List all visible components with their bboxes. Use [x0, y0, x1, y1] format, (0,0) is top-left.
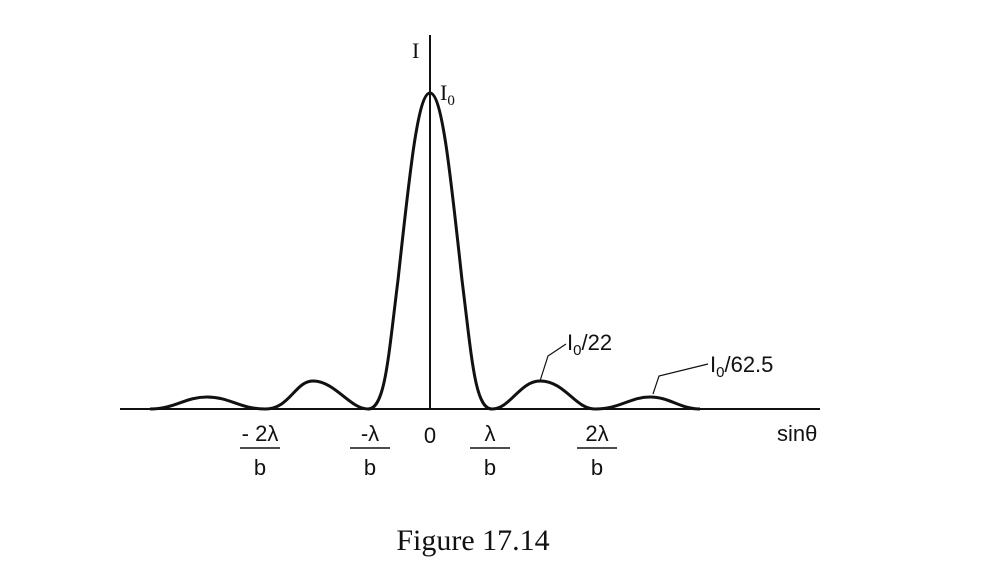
intensity-curve — [149, 91, 701, 411]
leader-line — [539, 343, 567, 382]
x-axis-label: sinθ — [777, 421, 817, 446]
annotation-suffix: /22 — [581, 330, 612, 355]
annotation-sub: 0 — [573, 342, 581, 359]
annotation: I0/62.5 — [710, 352, 773, 381]
annotation: I0/22 — [567, 330, 612, 359]
tick-denominator: b — [484, 455, 496, 480]
tick-numerator: 2λ — [585, 421, 608, 446]
tick-label: 0 — [424, 423, 436, 448]
peak-label-main: I — [440, 80, 447, 105]
tick-numerator: - 2λ — [242, 421, 279, 446]
annotation-sub: 0 — [716, 364, 724, 381]
peak-label: I0 — [440, 80, 455, 109]
annotation-main: I — [567, 330, 573, 355]
annotation-main: I — [710, 352, 716, 377]
y-axis-label: I — [412, 38, 419, 63]
annotation-suffix: /62.5 — [724, 352, 773, 377]
leader-line — [652, 363, 709, 395]
caption: Figure 17.14 — [396, 524, 549, 557]
tick-numerator: -λ — [361, 421, 379, 446]
tick-denominator: b — [364, 455, 376, 480]
peak-label-sub: 0 — [447, 93, 455, 109]
tick-denominator: b — [254, 455, 266, 480]
tick-denominator: b — [591, 455, 603, 480]
tick-numerator: λ — [485, 421, 496, 446]
